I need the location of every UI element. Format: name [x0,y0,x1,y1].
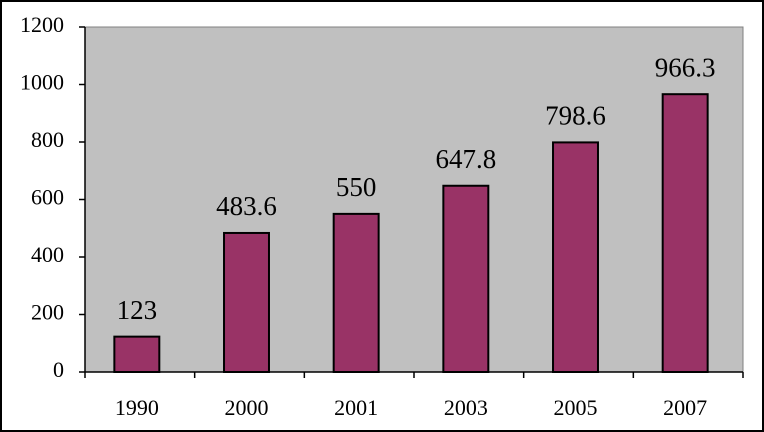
value-label: 647.8 [435,144,496,174]
value-label: 483.6 [216,191,277,221]
y-tick-label: 400 [31,242,64,267]
value-label: 966.3 [655,52,716,82]
bar [332,212,380,373]
x-tick-label: 2003 [444,395,488,420]
x-tick-label: 2005 [554,395,598,420]
y-tick-label: 800 [31,127,64,152]
bar [113,335,161,374]
y-tick-label: 600 [31,185,64,210]
y-tick-label: 200 [31,300,64,325]
y-tick-label: 0 [53,357,64,382]
value-label: 550 [336,172,377,202]
x-tick-label: 1990 [115,395,159,420]
bar [442,184,490,373]
x-tick-label: 2000 [225,395,269,420]
x-tick-label: 2001 [334,395,378,420]
bar [552,141,599,373]
y-tick-label: 1200 [20,12,64,37]
bar [223,231,270,373]
value-label: 123 [117,295,158,325]
y-tick-label: 1000 [20,70,64,95]
x-tick-label: 2007 [663,395,707,420]
plot-area [84,26,744,373]
bar [661,93,709,373]
value-label: 798.6 [545,101,606,131]
